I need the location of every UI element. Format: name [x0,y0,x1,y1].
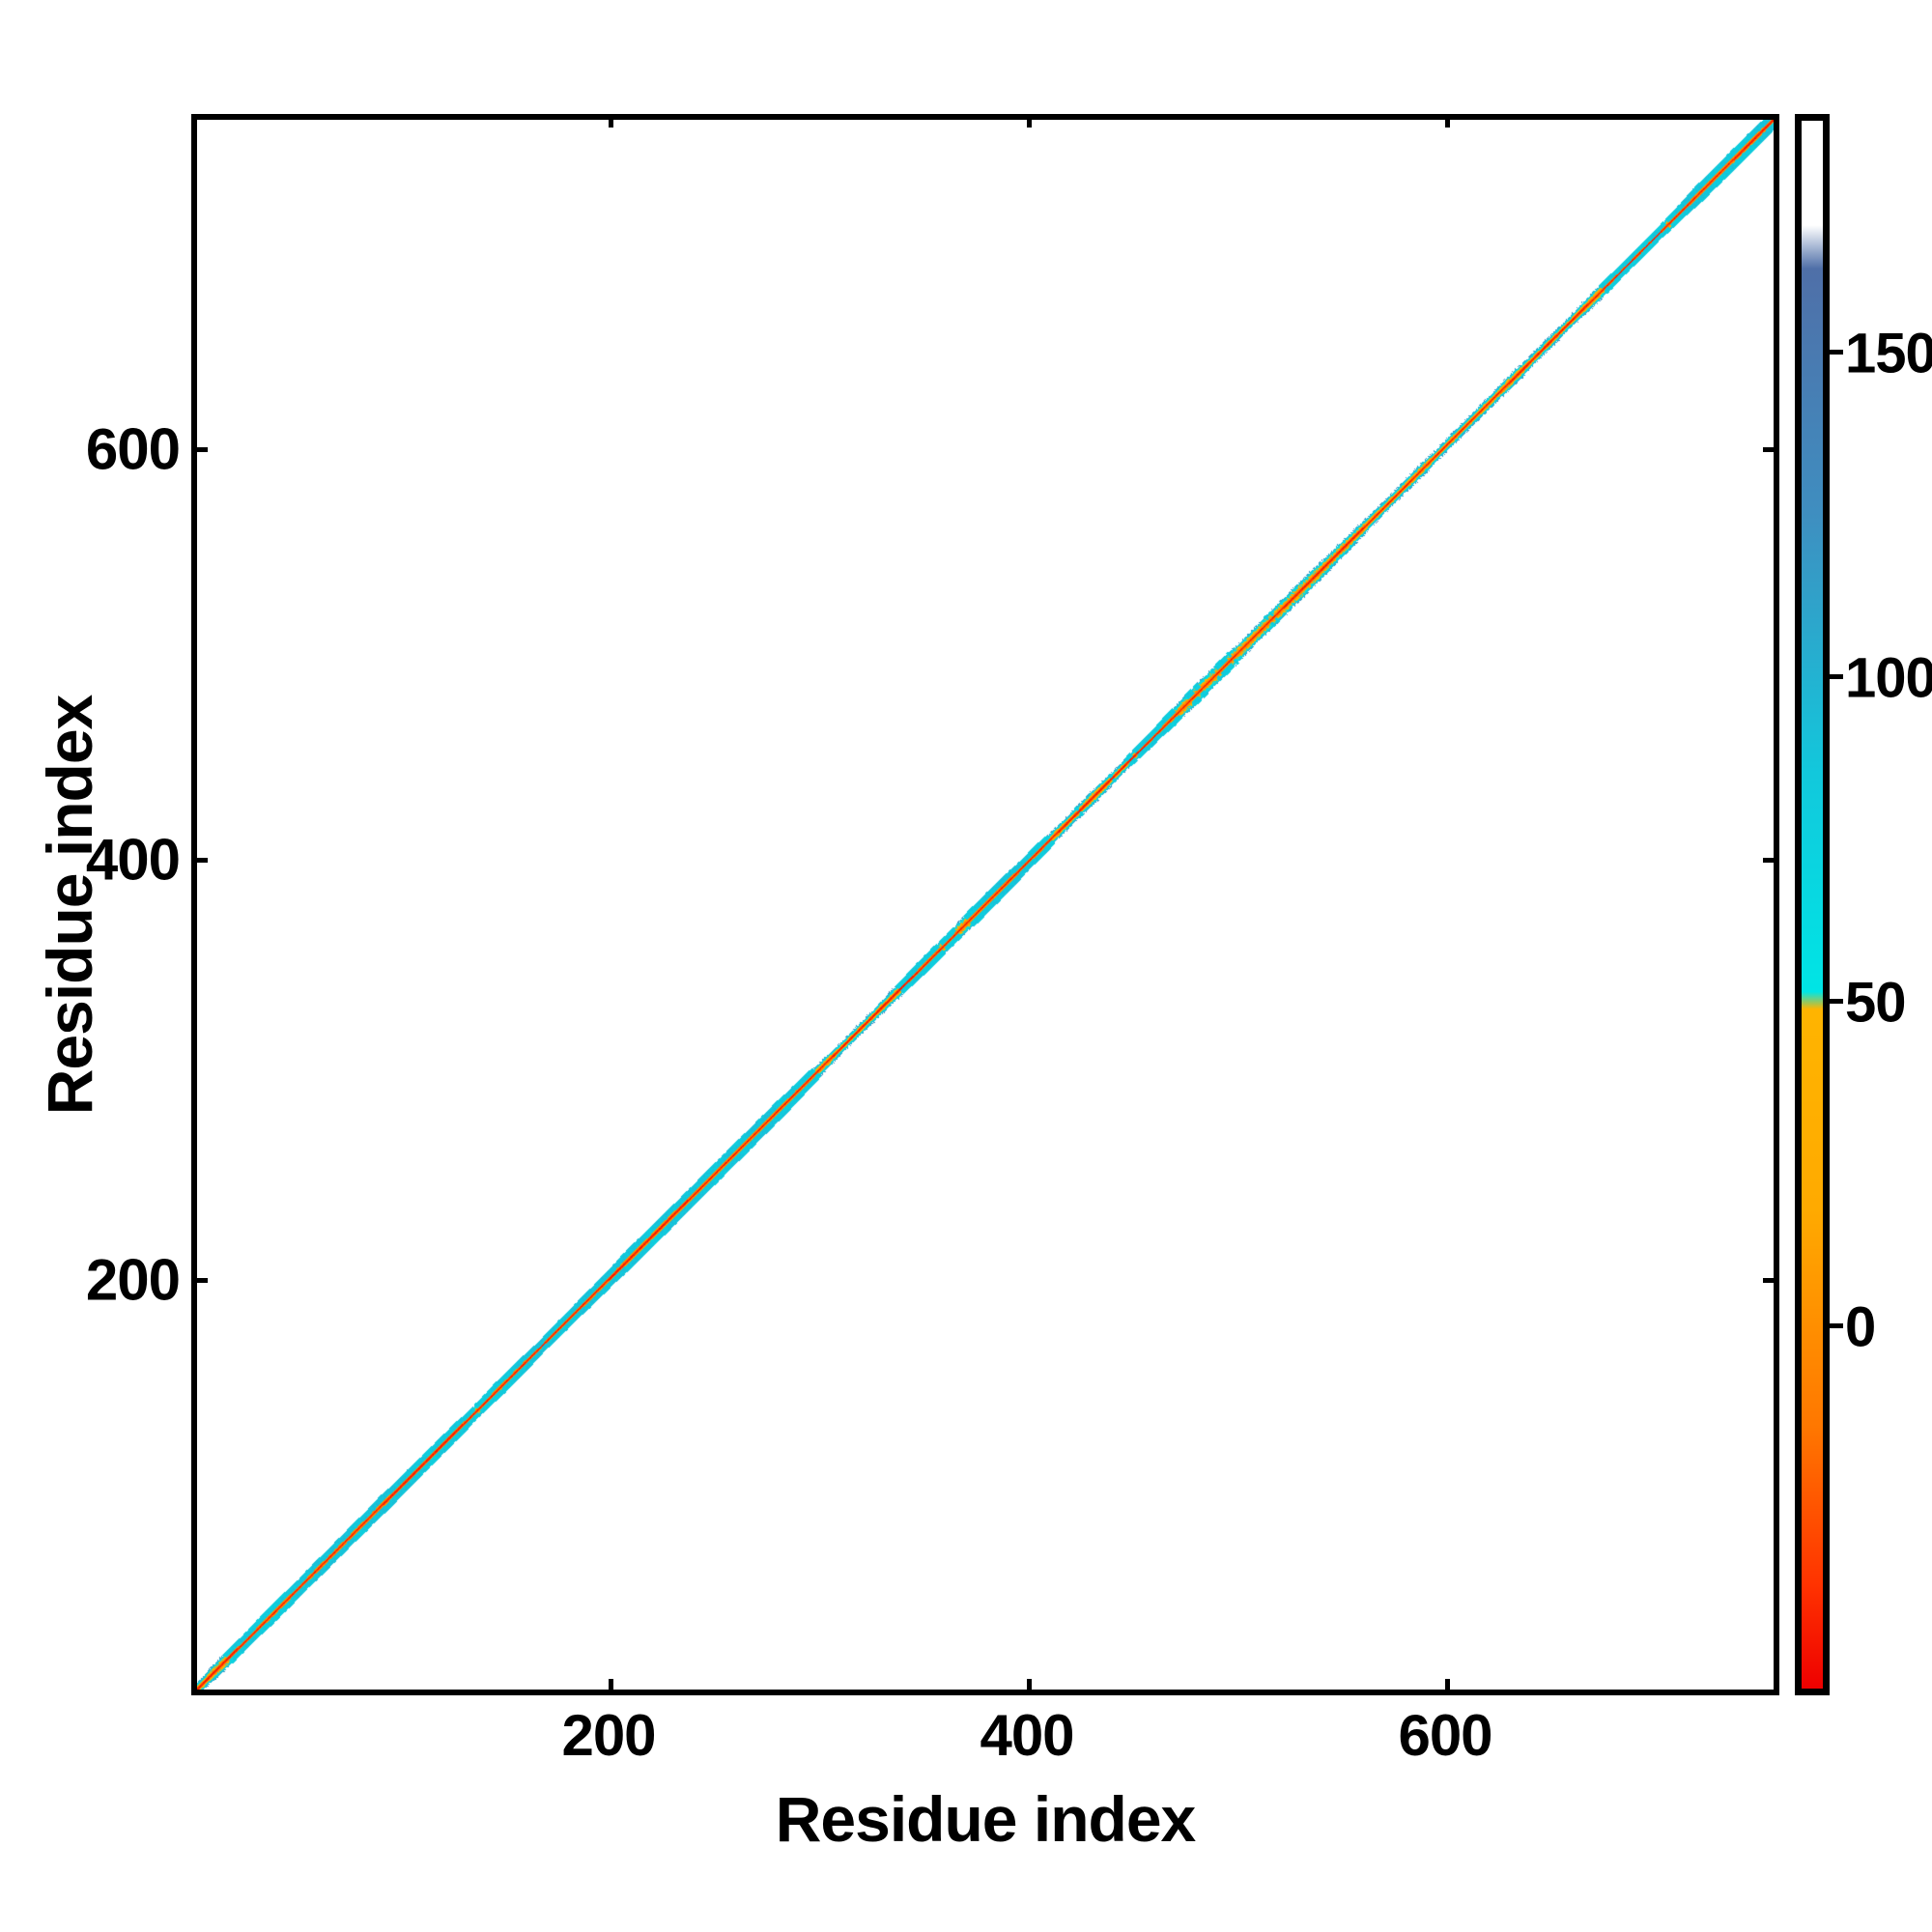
y-ticklabel-400: 400 [85,827,181,893]
heatmap-image [197,120,1774,1690]
y-axis-label: Residue index [34,695,105,1116]
colorbar-tick-150 [1830,350,1843,355]
x-tick-top-400 [1027,114,1032,128]
colorbar-ticklabel-100: 100 [1845,646,1932,710]
colorbar-ticklabel-50: 50 [1845,971,1907,1035]
y-tick-400 [191,858,208,863]
y-tick-right-600 [1763,447,1776,452]
y-ticklabel-600: 600 [85,416,181,482]
x-tick-200 [609,1679,613,1695]
colorbar-gradient [1802,121,1823,1689]
y-tick-right-200 [1763,1278,1776,1283]
plot-area[interactable] [191,114,1779,1695]
x-axis-label: Residue index [775,1783,1196,1855]
colorbar-tick-50 [1830,999,1843,1004]
y-tick-right-400 [1763,858,1776,863]
colorbar-tick-0 [1830,1323,1843,1328]
x-ticklabel-200: 200 [561,1703,656,1768]
colorbar-ticklabel-0: 0 [1845,1295,1876,1359]
x-tick-400 [1027,1679,1032,1695]
x-tick-600 [1445,1679,1450,1695]
colorbar[interactable] [1795,114,1830,1695]
x-ticklabel-600: 600 [1398,1703,1492,1768]
x-tick-top-200 [609,114,613,128]
colorbar-ticklabel-150: 150 [1845,322,1932,385]
y-tick-600 [191,447,208,452]
y-ticklabel-200: 200 [85,1247,181,1313]
x-ticklabel-400: 400 [980,1703,1074,1768]
colorbar-tick-100 [1830,674,1843,679]
y-tick-200 [191,1278,208,1283]
x-tick-top-600 [1445,114,1450,128]
